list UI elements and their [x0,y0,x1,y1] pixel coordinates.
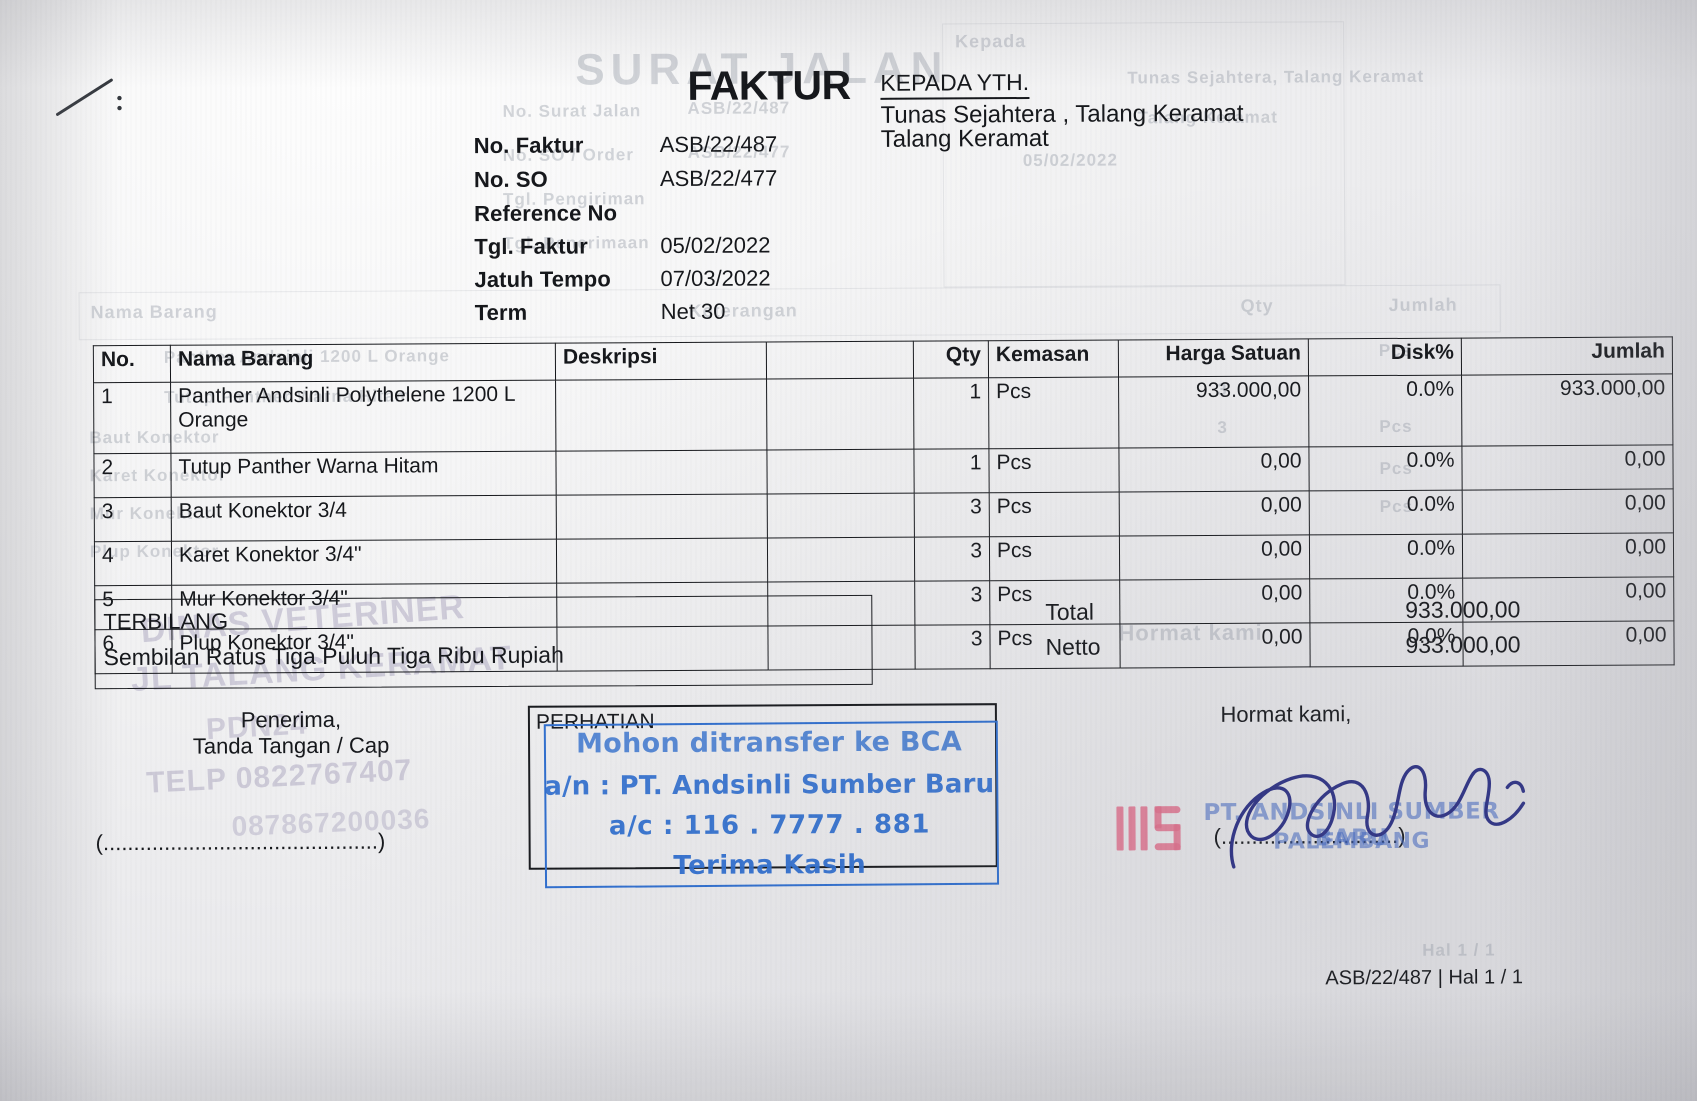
cell-kemasan: Pcs [988,376,1119,449]
sender-label: Hormat kami, [1220,701,1352,727]
stamp-line-3: a/c : 116 . 7777 . 881 [608,809,931,842]
cell-deskripsi [556,493,768,540]
footer-reference: ASB/22/487 | Hal 1 / 1 [1325,966,1523,990]
meta-label-term: Term [474,299,528,326]
meta-value-jatuh-tempo: 07/03/2022 [660,265,771,292]
col-header-nama: Nama Barang [170,343,556,383]
col-header-jumlah: Jumlah [1461,336,1673,376]
cell-disk: 0.0% [1308,375,1462,447]
company-logo-stamp [1116,802,1186,854]
cell-harga: 933.000,00 [1118,375,1309,448]
bleed-recipient-text3: 05/02/2022 [1022,150,1118,171]
page-title: FAKTUR [687,61,851,109]
meta-label-jatuh-tempo: Jatuh Tempo [474,266,611,293]
cell-nama: Karet Konektor 3/4" [171,539,557,586]
bleed-recipient-text: Tunas Sejahtera, Talang Keramat [1127,66,1425,88]
cell-kemasan: Pcs [988,447,1120,493]
meta-label-reference-no: Reference No [474,200,618,227]
netto-value: 933.000,00 [1405,631,1521,658]
cell-no: 2 [93,453,172,498]
col-header-no: No. [93,345,171,383]
meta-label-no-faktur: No. Faktur [473,132,584,159]
bleed-th-0: Nama Barang [90,301,218,323]
bleed-label-0: No. Surat Jalan [502,101,642,121]
cell-qty: 1 [913,377,989,450]
cell-jumlah: 0,00 [1462,532,1674,579]
bleed-recipient-box [942,21,1346,288]
cell-jumlah: 0,00 [1461,444,1674,491]
total-label: Total [1045,598,1095,625]
cell-kemasan: Pcs [989,491,1120,537]
table-row: 1 Panther Andsinli Polythelene 1200 L Or… [93,373,1673,454]
cell-jumlah: 933.000,00 [1461,373,1673,447]
receiver-label-1: Penerima, [240,706,342,733]
col-header-spacer [766,341,914,379]
cell-spacer [767,537,915,582]
cell-disk: 0.0% [1309,490,1463,535]
cell-nama: Panther Andsinli Polythelene 1200 L Oran… [170,380,556,454]
cell-nama: Tutup Panther Warna Hitam [170,451,557,498]
netto-label: Netto [1045,633,1101,660]
cell-disk: 0.0% [1309,534,1463,579]
meta-value-tgl-faktur: 05/02/2022 [660,232,771,259]
cell-spacer [766,449,915,494]
cell-qty: 3 [914,536,990,582]
meta-label-no-so: No. SO [473,166,548,193]
stamp-line-4: Terima Kasih [673,849,867,881]
cell-harga: 0,00 [1119,534,1310,580]
cell-no: 1 [93,382,171,454]
col-header-qty: Qty [913,340,989,379]
col-header-kemasan: Kemasan [988,339,1119,378]
stamp-line-2: a/n : PT. Andsinli Sumber Baru [544,769,995,802]
cell-spacer [767,493,915,538]
bleed-th-2: Qty [1240,295,1274,316]
bleed-label-4: Kepada [955,31,1027,52]
cell-harga: 0,00 [1118,446,1310,492]
cell-kemasan: Pcs [989,535,1120,581]
cell-qty: 3 [914,580,990,626]
bleed-footer: Hal 1 / 1 [1422,940,1496,960]
cell-harga: 0,00 [1119,490,1310,536]
cell-disk: 0.0% [1308,446,1463,491]
meta-value-no-so: ASB/22/477 [659,165,778,192]
recipient-line-2: Talang Keramat [880,124,1049,153]
cell-qty: 1 [913,448,990,494]
bleed-handwriting-4: TELP 0822767407 [145,753,414,800]
col-header-deskripsi: Deskripsi [555,341,767,381]
company-chop-line-2: PALEMBANG [1273,828,1431,855]
cell-spacer [766,378,914,450]
cell-deskripsi [555,449,768,496]
cell-jumlah: 0,00 [1462,488,1674,535]
corner-pencil-mark [56,78,122,116]
cell-no: 3 [94,497,172,542]
receiver-label-2: Tanda Tangan / Cap [192,732,390,759]
col-header-harga: Harga Satuan [1118,338,1309,377]
recipient-label: KEPADA YTH. [880,68,1030,100]
cell-nama: Baut Konektor 3/4 [171,495,557,542]
terbilang-label: TERBILANG [103,608,229,635]
meta-label-tgl-faktur: Tgl. Faktur [474,233,588,260]
bleed-th-3: Jumlah [1388,294,1458,315]
cell-deskripsi [555,378,767,452]
meta-value-no-faktur: ASB/22/487 [659,131,778,158]
cell-no: 4 [94,541,172,586]
receiver-signature-line: (.......................................… [95,828,386,856]
cell-qty: 3 [914,624,991,670]
cell-qty: 3 [914,492,990,538]
bleed-table-header-row [78,284,1501,341]
total-value: 933.000,00 [1405,596,1521,623]
terbilang-value: Sembilan Ratus Tiga Puluh Tiga Ribu Rupi… [103,641,564,671]
meta-value-term: Net 30 [660,298,726,325]
col-header-disk: Disk% [1308,338,1462,376]
stamp-line-1: Mohon ditransfer ke BCA [575,726,963,760]
cell-deskripsi [556,537,768,584]
